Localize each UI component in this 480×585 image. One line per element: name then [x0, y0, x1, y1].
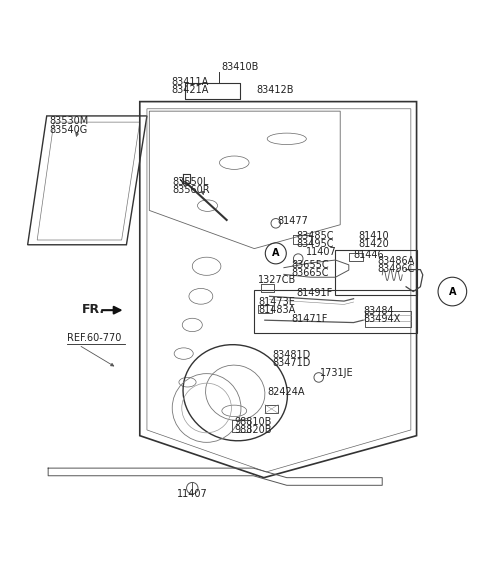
Text: 83665C: 83665C [291, 268, 329, 278]
Text: A: A [449, 287, 456, 297]
Text: 11407: 11407 [177, 489, 208, 499]
Text: 83484: 83484 [363, 307, 394, 316]
Text: FR.: FR. [82, 302, 105, 316]
Text: 83411A: 83411A [171, 77, 208, 87]
Text: 11407: 11407 [306, 247, 336, 257]
Text: A: A [272, 249, 279, 259]
Text: 82424A: 82424A [268, 387, 305, 397]
Text: 83485C: 83485C [296, 232, 334, 242]
Text: 83530M: 83530M [49, 116, 88, 126]
Text: 1327CB: 1327CB [258, 276, 296, 285]
Text: 83550L: 83550L [172, 177, 209, 187]
Text: 83471D: 83471D [273, 359, 311, 369]
Text: 98810B: 98810B [234, 417, 272, 427]
Bar [254, 290, 417, 333]
Text: 81483A: 81483A [258, 305, 295, 315]
Text: 83421A: 83421A [171, 85, 209, 95]
Text: 83410B: 83410B [221, 62, 259, 72]
Text: 81410: 81410 [359, 232, 389, 242]
Text: 1731JE: 1731JE [320, 369, 354, 378]
Text: 83540G: 83540G [49, 125, 87, 135]
Text: 81471F: 81471F [291, 314, 328, 324]
Text: 98820B: 98820B [234, 425, 272, 435]
Text: REF.60-770: REF.60-770 [67, 333, 121, 343]
Text: 83486A: 83486A [377, 256, 415, 266]
Text: 83496C: 83496C [377, 264, 415, 274]
Text: 81477: 81477 [277, 216, 308, 226]
Text: 83481D: 83481D [273, 350, 311, 360]
Text: 81473E: 81473E [258, 297, 295, 307]
Text: 81420: 81420 [359, 239, 389, 249]
Text: 83412B: 83412B [257, 85, 294, 95]
Bar [336, 250, 417, 295]
Text: 83494X: 83494X [363, 315, 400, 325]
Text: 81491F: 81491F [296, 288, 333, 298]
Text: 81446: 81446 [354, 250, 384, 260]
Text: 83655C: 83655C [291, 260, 329, 270]
Text: 83560R: 83560R [172, 185, 210, 195]
Text: 83495C: 83495C [296, 239, 334, 249]
